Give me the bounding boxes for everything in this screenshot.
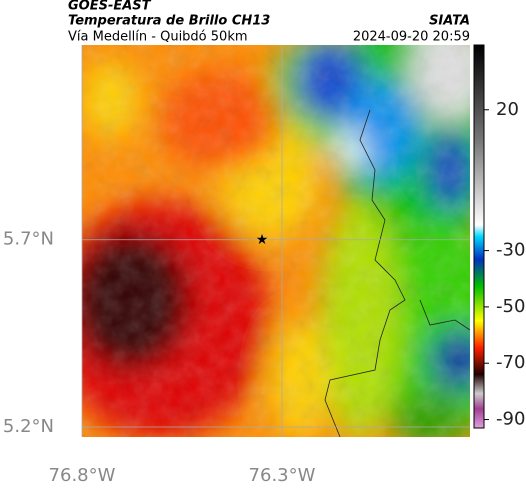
- x-tick-label: 76.8°W: [49, 465, 116, 486]
- colorbar-ticks: 20 -30 -50 -70 -90: [484, 99, 525, 430]
- colorbar: [473, 44, 485, 429]
- location-marker: ★: [256, 232, 269, 248]
- brightness-temperature-field: [82, 45, 470, 437]
- colorbar-tick-label: -70: [496, 352, 525, 373]
- y-tick-label: 5.7°N: [3, 229, 54, 250]
- title: GOES-EAST: [68, 0, 152, 14]
- x-tick-label: 76.3°W: [249, 465, 316, 486]
- source: SIATA: [429, 14, 470, 29]
- y-tick-label: 5.2°N: [3, 416, 54, 437]
- timestamp: 2024-09-20 20:59: [353, 30, 470, 45]
- subtitle: Temperatura de Brillo CH13: [68, 14, 270, 29]
- colorbar-tick-label: -30: [496, 240, 525, 261]
- axes: 76.8°W 76.3°W 5.7°N 5.2°N: [3, 45, 470, 486]
- colorbar-tick-label: 20: [496, 99, 519, 120]
- colorbar-tick-label: -90: [496, 409, 525, 430]
- colorbar-tick-label: -50: [496, 296, 525, 317]
- route: Vía Medellín - Quibdó 50km: [68, 30, 248, 45]
